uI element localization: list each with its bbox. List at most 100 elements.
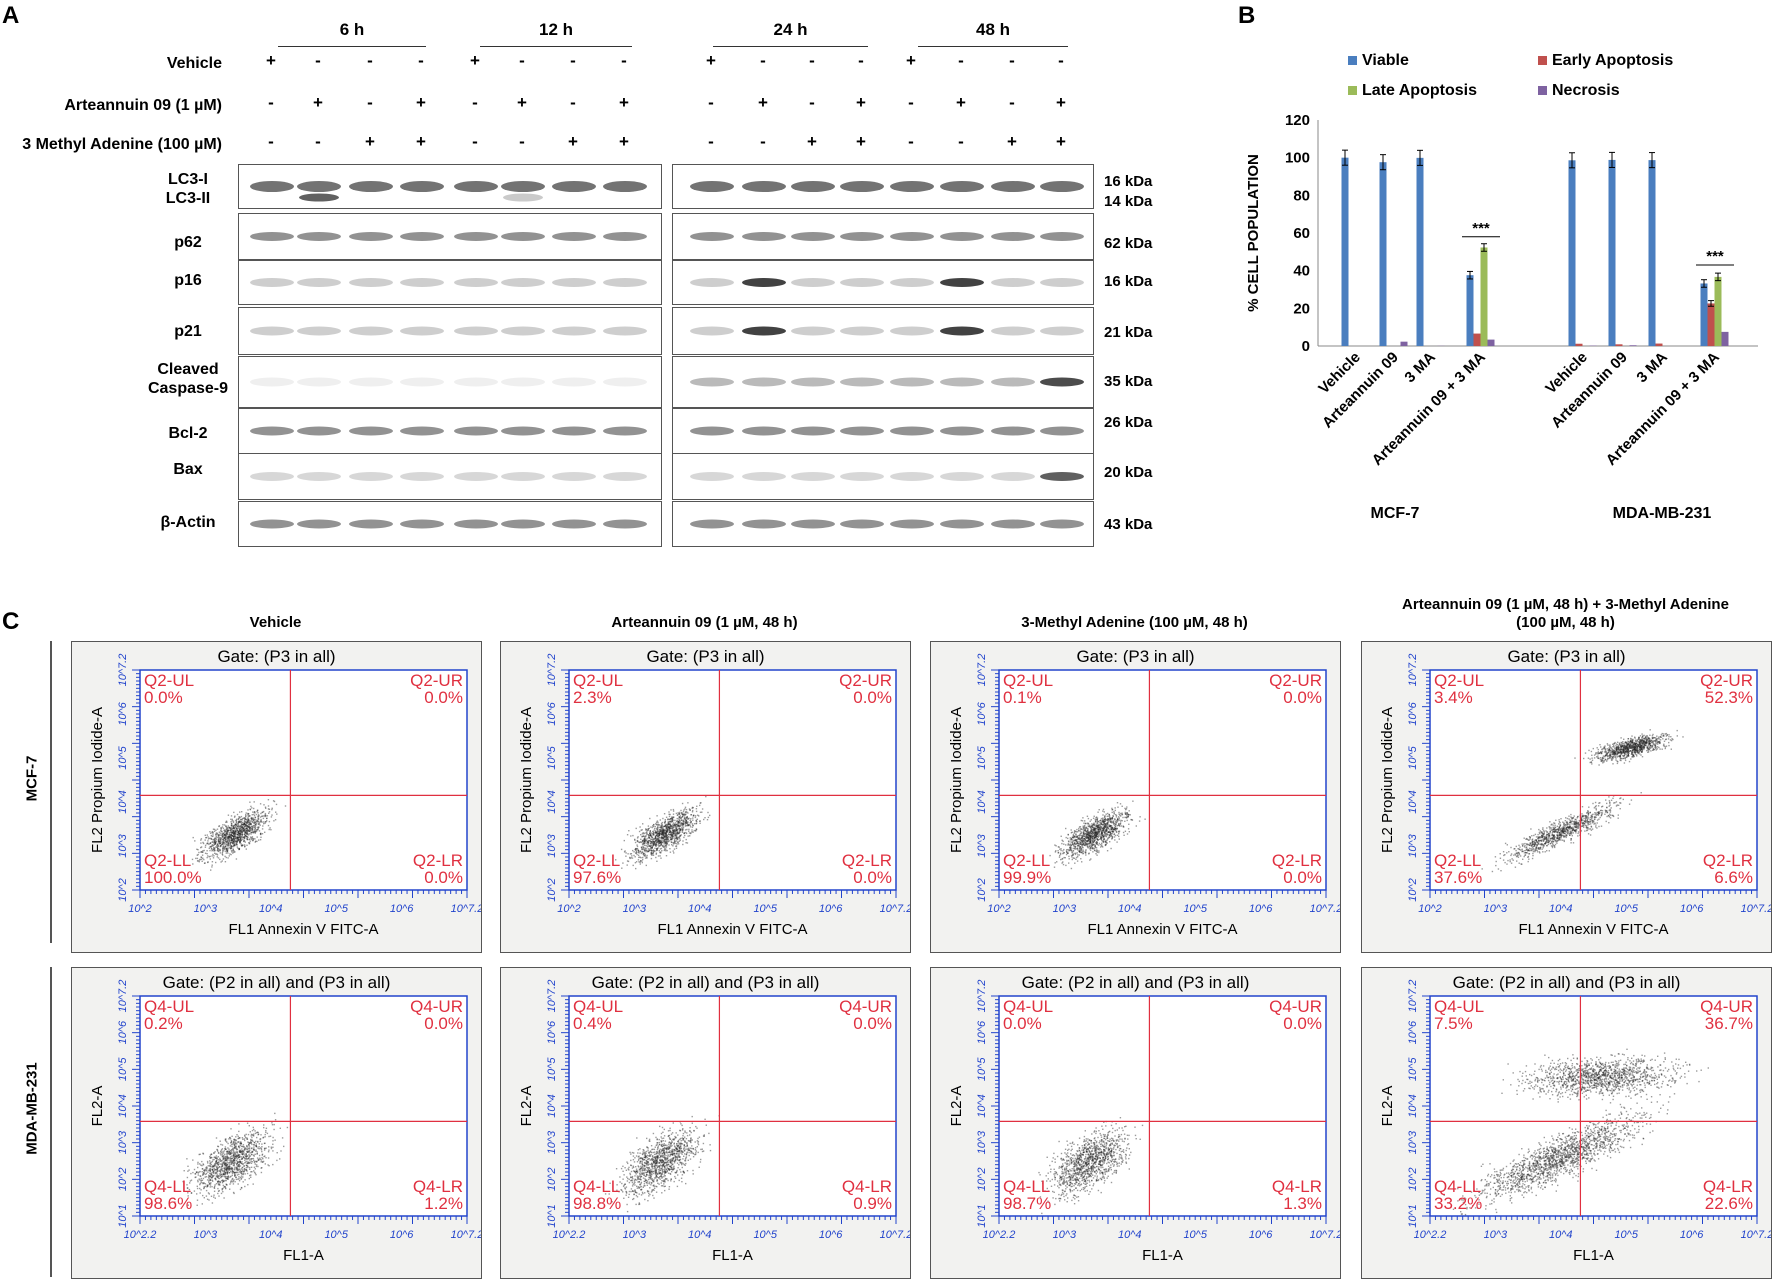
quadrant-label: 7.5% <box>1434 1014 1473 1033</box>
gate-label: Gate: (P2 in all) and (P3 in all) <box>1453 973 1681 992</box>
treatment-sign: - <box>901 132 921 152</box>
quadrant-label: 97.6% <box>573 868 621 887</box>
gate-label: Gate: (P3 in all) <box>646 647 764 666</box>
treatment-sign: - <box>563 93 583 113</box>
protein-band <box>454 520 498 529</box>
data-bar <box>1656 344 1663 346</box>
treatment-sign: - <box>753 51 773 71</box>
x-tick-label: 10^5 <box>753 1229 777 1241</box>
x-tick-label: 10^3 <box>623 1229 647 1241</box>
time-header: 24 h <box>713 20 868 47</box>
y-tick-label: 0 <box>1302 338 1310 355</box>
protein-band <box>501 327 545 336</box>
quadrant-label: 0.2% <box>144 1014 183 1033</box>
protein-band <box>940 278 984 287</box>
significance-label: *** <box>1706 248 1724 265</box>
y-tick-label: 10^1 <box>546 1204 558 1228</box>
protein-band <box>349 181 393 192</box>
treatment-sign: + <box>465 51 485 71</box>
x-axis-label: FL1 Annexin V FITC-A <box>1087 921 1237 938</box>
protein-band <box>349 472 393 481</box>
protein-band <box>400 232 444 241</box>
gate-label: Gate: (P2 in all) and (P3 in all) <box>1022 973 1250 992</box>
protein-band <box>297 278 341 287</box>
y-axis-label: FL2 Propium Iodide-A <box>518 707 535 853</box>
protein-band <box>991 232 1035 241</box>
protein-band <box>791 520 835 529</box>
treatment-sign: - <box>901 93 921 113</box>
quadrant-label: 37.6% <box>1434 868 1482 887</box>
protein-band <box>400 378 444 387</box>
treatment-sign: - <box>1002 93 1022 113</box>
y-tick-label: 10^1 <box>976 1204 988 1228</box>
protein-label-line: p62 <box>140 233 236 252</box>
protein-band <box>791 181 835 192</box>
y-tick-label: 10^3 <box>1407 833 1419 857</box>
y-axis-label: FL2-A <box>518 1086 535 1127</box>
category-label: 3 MA <box>1401 349 1438 386</box>
blot-band-layer <box>673 409 1093 453</box>
treatment-sign: - <box>261 132 281 152</box>
treatment-sign: - <box>802 51 822 71</box>
x-tick-label: 10^2 <box>987 903 1011 915</box>
y-tick-label: 10^3 <box>546 1130 558 1154</box>
y-tick-label: 60 <box>1293 225 1310 242</box>
x-tick-label: 10^5 <box>324 1229 348 1241</box>
quadrant-label: 0.1% <box>1003 688 1042 707</box>
protein-band <box>250 472 294 481</box>
protein-band <box>297 520 341 529</box>
protein-band <box>940 520 984 529</box>
protein-band <box>400 278 444 287</box>
y-tick-label: 10^4 <box>1407 1094 1419 1118</box>
x-tick-label: 10^3 <box>1484 903 1508 915</box>
y-tick-label: 10^2 <box>546 1168 558 1192</box>
protein-band <box>454 427 498 436</box>
data-bar <box>1609 160 1616 346</box>
protein-label: Bax <box>140 460 236 479</box>
quadrant-label: 99.9% <box>1003 868 1051 887</box>
protein-label-line: Caspase-9 <box>140 379 236 398</box>
legend-swatch <box>1538 86 1547 95</box>
blot-strip <box>238 453 662 500</box>
y-tick-label: 10^6 <box>976 701 988 725</box>
protein-band <box>890 520 934 529</box>
y-tick-label: 10^6 <box>1407 1020 1419 1044</box>
x-tick-label: 10^4 <box>1549 1229 1573 1241</box>
quadrant-label: 0.0% <box>144 688 183 707</box>
protein-band <box>991 327 1035 336</box>
flow-column-title: Arteannuin 09 (1 µM, 48 h) <box>500 614 909 632</box>
blot-strip <box>238 260 662 305</box>
group-label: MCF-7 <box>1371 505 1420 522</box>
y-tick-label: 10^4 <box>1407 790 1419 814</box>
x-tick-label: 10^6 <box>1680 903 1704 915</box>
y-tick-label: 10^4 <box>976 790 988 814</box>
legend-label: Necrosis <box>1552 82 1620 99</box>
protein-band <box>1040 520 1084 529</box>
data-bar <box>1488 340 1495 346</box>
protein-band <box>890 378 934 387</box>
row-divider <box>50 967 52 1277</box>
protein-band <box>349 232 393 241</box>
quadrant-label: 22.6% <box>1705 1194 1753 1213</box>
kda-label: 43 kDa <box>1104 515 1152 535</box>
blot-strip <box>238 501 662 547</box>
protein-band <box>1040 378 1084 387</box>
x-tick-label: 10^5 <box>1614 1229 1638 1241</box>
protein-band <box>552 427 596 436</box>
protein-band <box>501 232 545 241</box>
treatment-sign: - <box>465 93 485 113</box>
data-bar <box>1569 160 1576 346</box>
protein-band <box>690 232 734 241</box>
protein-band <box>250 520 294 529</box>
protein-band <box>742 232 786 241</box>
blot-strip <box>238 307 662 355</box>
protein-band <box>400 327 444 336</box>
protein-band <box>690 427 734 436</box>
protein-band <box>840 520 884 529</box>
